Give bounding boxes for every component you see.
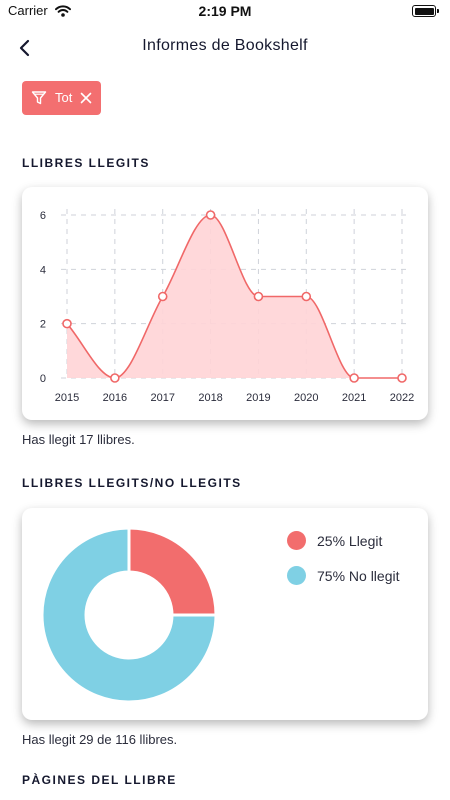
x-tick-label: 2022: [390, 392, 414, 404]
x-tick-label: 2015: [55, 392, 79, 404]
x-tick-label: 2018: [198, 392, 222, 404]
read-unread-caption: Has llegit 29 de 116 llibres.: [22, 732, 178, 747]
x-tick-label: 2020: [294, 392, 318, 404]
status-bar: Carrier 2:19 PM: [0, 0, 450, 24]
x-tick-label: 2021: [342, 392, 366, 404]
section-title-read: LLIBRES LLEGITS: [22, 156, 150, 170]
x-tick-label: 2016: [103, 392, 127, 404]
nav-bar: Informes de Bookshelf: [0, 32, 450, 64]
read-chart-card: 0 2 4 6 2015 2016 2017 2018 2019 2020 2021 2022: [22, 187, 428, 420]
section-title-pages: PÀGINES DEL LLIBRE: [22, 773, 177, 787]
close-icon[interactable]: [80, 91, 92, 109]
x-tick-label: 2017: [150, 392, 174, 404]
wifi-icon: [55, 4, 71, 22]
data-point-2020: [301, 291, 312, 302]
y-tick-label: 6: [40, 210, 46, 222]
y-tick-label: 4: [40, 264, 46, 276]
page-title: Informes de Bookshelf: [142, 37, 308, 54]
series-line: [66, 214, 402, 379]
y-tick-label: 2: [40, 319, 46, 331]
data-point-2018: [205, 210, 216, 220]
filter-label: Tot: [55, 90, 73, 105]
read-caption: Has llegit 17 llibres.: [22, 432, 135, 447]
legend-dot-read: [287, 531, 306, 550]
battery-icon: [412, 5, 439, 17]
legend-dot-unread: [287, 566, 306, 585]
read-unread-donut-chart: [40, 526, 218, 704]
data-point-2017: [157, 291, 168, 302]
area-fill: [67, 215, 402, 378]
data-point-2019: [253, 291, 264, 302]
filter-chip[interactable]: Tot: [22, 81, 101, 115]
read-unread-card: 25% Llegit 75% No llegit: [22, 508, 428, 720]
y-tick-label: 0: [40, 373, 46, 385]
read-books-area-chart: 0 2 4 6 2015 2016 2017 2018 2019 2020 2021 2022: [40, 209, 414, 404]
back-chevron-icon[interactable]: [16, 37, 36, 59]
section-title-read-unread: LLIBRES LLEGITS/NO LLEGITS: [22, 476, 242, 490]
donut-slice-no-llegit: [40, 526, 218, 704]
data-point-2022: [397, 373, 407, 383]
data-point-2016: [110, 373, 120, 383]
data-point-2015: [62, 318, 72, 329]
donut-slice-llegit: [127, 526, 218, 617]
clock: 2:19 PM: [198, 3, 252, 19]
carrier-label: Carrier: [8, 3, 48, 18]
legend-label-read: 25% Llegit: [317, 533, 383, 549]
filter-icon: [31, 90, 47, 111]
x-tick-label: 2019: [246, 392, 270, 404]
legend-label-unread: 75% No llegit: [317, 568, 400, 584]
data-point-2021: [349, 373, 359, 383]
